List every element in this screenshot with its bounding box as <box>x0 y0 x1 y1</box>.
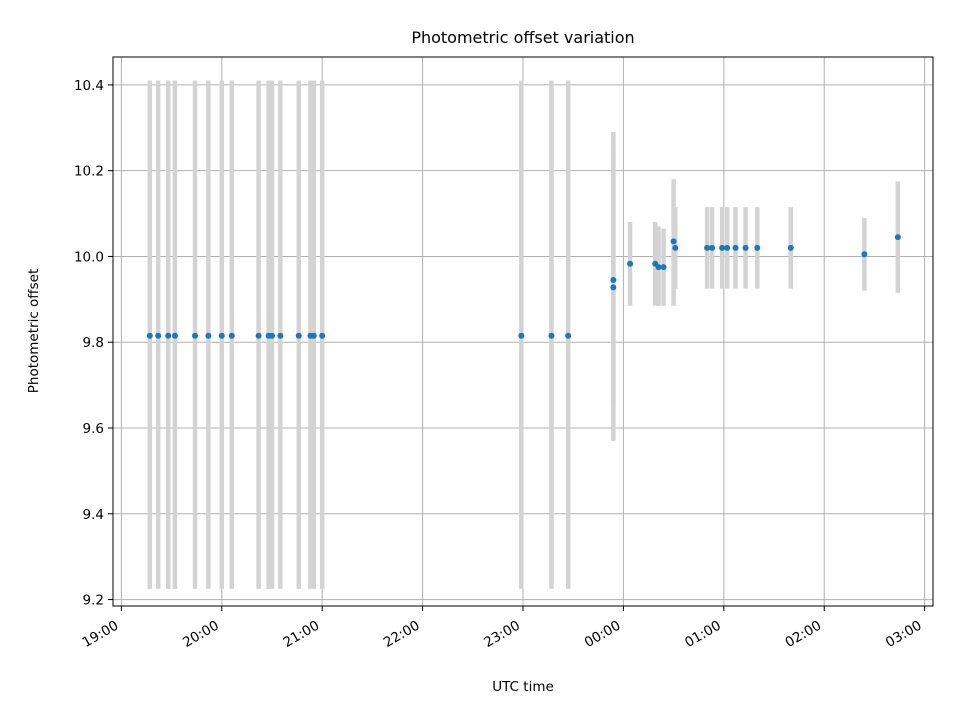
data-point <box>228 332 235 339</box>
data-point <box>218 332 225 339</box>
data-point <box>155 332 162 339</box>
data-point <box>205 332 212 339</box>
data-point <box>672 244 679 251</box>
y-tick-label: 9.2 <box>83 593 104 609</box>
data-point <box>861 251 868 258</box>
data-points <box>146 234 901 339</box>
y-tick-label: 10.0 <box>74 249 104 265</box>
y-axis-ticks: 9.2 9.4 9.6 9.8 10.0 10.2 10.4 <box>74 78 113 609</box>
data-point <box>787 244 794 251</box>
data-point <box>565 332 572 339</box>
data-point <box>255 332 262 339</box>
data-point <box>319 332 326 339</box>
data-point <box>518 332 525 339</box>
x-axis-label: UTC time <box>492 679 554 695</box>
data-point <box>894 234 901 241</box>
y-tick-label: 10.2 <box>74 164 104 180</box>
data-point <box>192 332 198 339</box>
data-point <box>268 332 275 339</box>
data-point <box>732 244 739 251</box>
data-point <box>670 238 677 245</box>
data-point <box>655 264 662 271</box>
y-tick-label: 9.8 <box>83 335 104 351</box>
data-point <box>660 264 667 271</box>
data-point <box>310 332 317 339</box>
data-point <box>146 332 153 339</box>
data-point <box>754 244 761 251</box>
data-point <box>627 260 634 267</box>
chart-title: Photometric offset variation <box>411 28 634 47</box>
data-point <box>610 277 617 284</box>
data-point <box>742 244 749 251</box>
data-point <box>709 244 716 251</box>
data-point <box>277 332 284 339</box>
data-point <box>295 332 302 339</box>
data-point <box>719 244 726 251</box>
data-point <box>548 332 555 339</box>
data-point <box>610 284 617 291</box>
y-axis-label: Photometric offset <box>26 269 42 393</box>
data-point <box>724 244 731 251</box>
data-point <box>704 244 711 251</box>
y-tick-label: 9.6 <box>83 421 104 437</box>
data-point <box>165 332 172 339</box>
y-tick-label: 9.4 <box>83 507 104 523</box>
data-point <box>171 332 178 339</box>
y-tick-label: 10.4 <box>74 78 104 94</box>
